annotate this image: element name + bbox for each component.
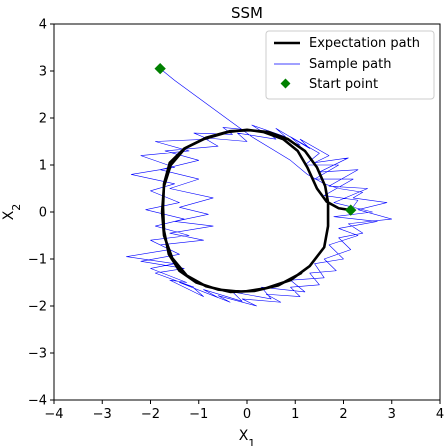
x-tick-label: 1 (291, 407, 299, 422)
plot-frame (53, 23, 441, 401)
legend: Expectation path Sample path Start point (265, 30, 435, 100)
legend-label-expectation-path: Expectation path (309, 36, 420, 51)
y-tick-label: 1 (39, 159, 47, 174)
y-tick-label: 3 (39, 65, 47, 80)
y-axis-title-sub: 2 (10, 204, 23, 211)
axis-layer: −4 −3 −2 −1 0 1 2 3 4 −4 −3 −2 −1 0 1 2 3 4 (28, 18, 444, 423)
x-tick-label: 3 (388, 407, 396, 422)
chart-title: SSM (231, 4, 263, 22)
y-tick-label: 0 (39, 206, 47, 221)
y-tick-label: −3 (28, 347, 47, 362)
start-point-marker (345, 204, 357, 216)
x-tick-label: −3 (93, 407, 112, 422)
y-tick-label: 2 (39, 112, 47, 127)
y-axis-title: X2 (1, 204, 23, 221)
x-tick-label: 4 (436, 407, 444, 422)
legend-label-sample-path: Sample path (309, 57, 391, 72)
x-tick-label: 0 (243, 407, 251, 422)
expectation-path-line (160, 128, 353, 294)
y-tick-label: −2 (28, 300, 47, 315)
y-tick-label: −4 (28, 394, 47, 409)
sample-path-line (126, 68, 393, 307)
x-tick-label: −4 (44, 407, 63, 422)
legend-box (265, 30, 435, 100)
y-tick-label: −1 (28, 253, 47, 268)
x-axis-title: X1 (239, 428, 256, 446)
x-axis-title-sub: 1 (248, 437, 255, 446)
y-tick-label: 4 (39, 18, 47, 33)
legend-label-start-point: Start point (309, 77, 378, 92)
y-axis-title-main: X (1, 210, 17, 220)
x-axis-title-main: X (239, 428, 249, 444)
x-tick-label: −1 (189, 407, 208, 422)
x-tick-label: 2 (339, 407, 347, 422)
x-tick-label: −2 (141, 407, 160, 422)
